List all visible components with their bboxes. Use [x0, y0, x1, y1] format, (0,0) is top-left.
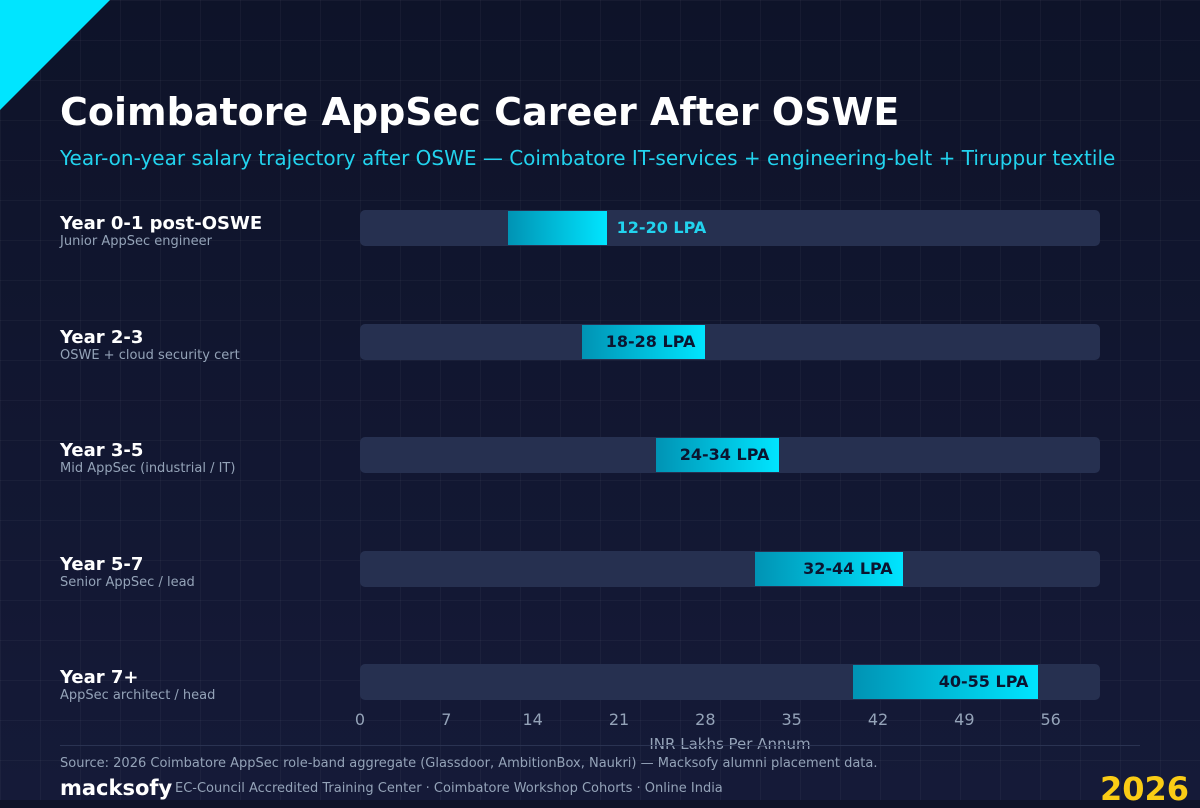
x-tick-label: 7 [441, 710, 452, 729]
row-sublabel: OSWE + cloud security cert [60, 347, 240, 363]
page-subtitle: Year-on-year salary trajectory after OSW… [60, 146, 1116, 170]
row-label: Year 7+ [60, 667, 139, 688]
x-tick-label: 0 [354, 710, 366, 729]
x-tick-label: 21 [608, 710, 630, 729]
x-tick-label: 49 [954, 710, 975, 729]
x-tick-label: 28 [695, 710, 716, 729]
row-sublabel: AppSec architect / head [60, 688, 216, 703]
bar-value-label: 12-20 LPA [616, 218, 707, 237]
salary-range-bar [508, 211, 607, 245]
page-title: Coimbatore AppSec Career After OSWE [60, 90, 900, 134]
year-badge: 2026 [1100, 770, 1190, 808]
x-tick-label: 42 [867, 710, 889, 729]
row-label: Year 3-5 [60, 440, 144, 461]
salary-range-bar [754, 551, 903, 586]
bar-value-label: 32-44 LPA [803, 558, 893, 578]
corner-accent [0, 0, 110, 110]
row-sublabel: Senior AppSec / lead [60, 574, 195, 590]
source-note: Source: 2026 Coimbatore AppSec role-band… [60, 756, 878, 771]
row-label: Year 5-7 [60, 553, 144, 575]
row-sublabel: Mid AppSec (industrial / IT) [60, 461, 236, 476]
x-tick-label: 14 [522, 710, 543, 729]
brand-tagline: EC-Council Accredited Training Center · … [175, 781, 723, 796]
bar-value-label: 24-34 LPA [679, 445, 770, 464]
row-label: Year 2-3 [60, 326, 144, 348]
row-sublabel: Junior AppSec engineer [60, 234, 212, 249]
brand-logo: macksofy [60, 776, 173, 800]
bar-value-label: 40-55 LPA [938, 672, 1029, 691]
x-tick-label: 35 [781, 710, 802, 729]
salary-range-bar [582, 324, 706, 359]
salary-range-bar [656, 438, 780, 472]
x-tick-label: 56 [1040, 710, 1061, 729]
bar-track [360, 550, 1100, 587]
row-label: Year 0-1 post-OSWE [60, 213, 263, 234]
footer-divider [60, 745, 1140, 746]
salary-range-bar [853, 665, 1039, 699]
bar-value-label: 18-28 LPA [605, 331, 696, 351]
x-axis-label: INR Lakhs Per Annum [649, 735, 811, 753]
bar-track [360, 323, 1100, 360]
bar-track [360, 210, 1100, 246]
